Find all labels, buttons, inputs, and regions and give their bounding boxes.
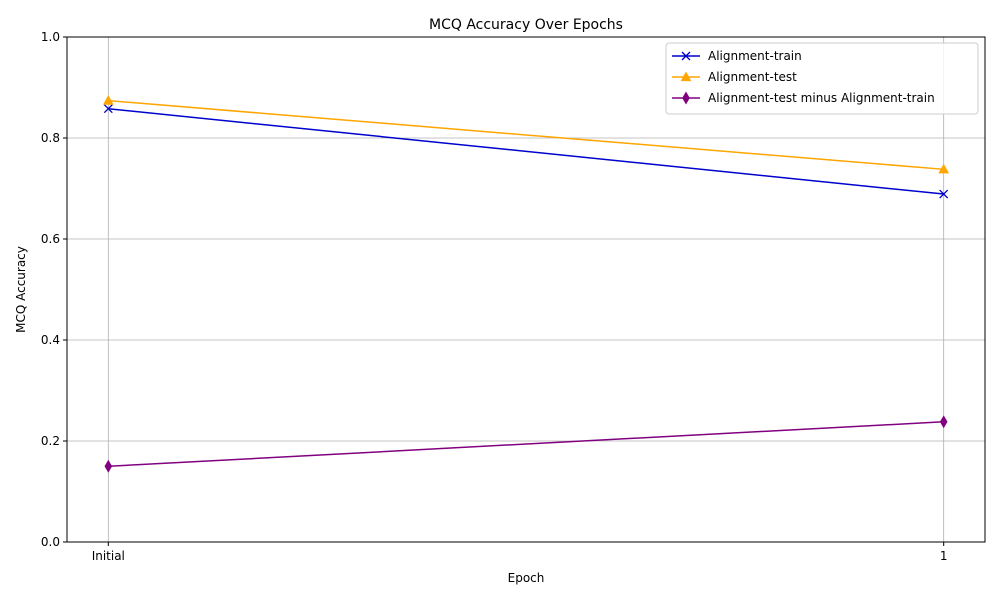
legend-marker	[680, 71, 692, 82]
series-2	[104, 415, 948, 473]
data-point	[938, 163, 950, 174]
y-tick-label: 0.0	[41, 535, 60, 549]
y-tick-label: 1.0	[41, 30, 60, 44]
marker-stroke	[681, 51, 691, 61]
data-point	[104, 459, 113, 473]
data-point	[103, 104, 113, 114]
series-line	[108, 421, 944, 467]
marker-stroke	[103, 104, 113, 114]
legend-item-1: Alignment-test	[672, 70, 797, 84]
data-point	[102, 95, 114, 105]
legend: Alignment-train Alignment-test Alignment-t…	[665, 42, 979, 115]
legend-marker	[682, 91, 690, 105]
legend-item-2: Alignment-test minus Alignment-train	[672, 91, 935, 105]
y-tick-label: 0.4	[41, 333, 60, 347]
x-tick-label: Initial	[92, 549, 125, 563]
y-axis-label: MCQ Accuracy	[14, 246, 28, 333]
x-axis-label: Epoch	[508, 571, 545, 585]
data-point	[939, 415, 948, 429]
marker-stroke	[939, 189, 949, 199]
legend-item-0: Alignment-train	[672, 49, 802, 63]
y-tick-label: 0.6	[41, 232, 60, 246]
series-line	[108, 107, 944, 195]
x-tick-label: 1	[940, 549, 948, 563]
y-tick-label: 0.2	[41, 434, 60, 448]
legend-label: Alignment-test minus Alignment-train	[708, 91, 935, 105]
series-0	[103, 104, 949, 199]
y-tick-label: 0.8	[41, 131, 60, 145]
series-1	[102, 95, 950, 174]
series-line	[108, 99, 944, 171]
legend-label: Alignment-train	[708, 49, 802, 63]
legend-label: Alignment-test	[708, 70, 797, 84]
legend-marker	[681, 51, 691, 61]
axis-ticks: 0.0 0.2 0.4 0.6 0.8 1.0 Initial 1	[41, 30, 948, 563]
plot-area-frame	[66, 36, 986, 543]
chart-title: MCQ Accuracy Over Epochs	[429, 17, 623, 33]
data-point	[939, 189, 949, 199]
series-group	[102, 95, 950, 473]
legend-box	[665, 42, 979, 115]
